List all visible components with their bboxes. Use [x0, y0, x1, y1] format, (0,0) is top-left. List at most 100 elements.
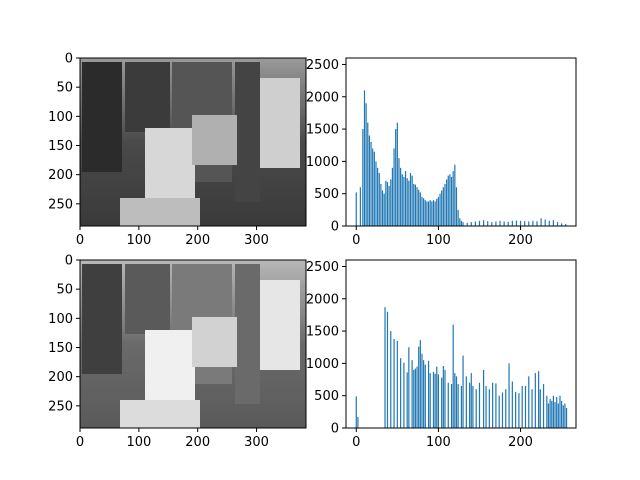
histogram-bar: [441, 190, 443, 226]
histogram-bar: [436, 366, 438, 428]
histogram-bar: [515, 220, 518, 226]
y-tick-label: 50: [56, 283, 73, 298]
y-tick-label: 1500: [306, 325, 339, 340]
histogram-bar: [395, 129, 397, 226]
y-tick-label: 150: [48, 341, 73, 356]
histogram-bar: [423, 360, 425, 428]
histogram-bar: [398, 158, 400, 226]
histogram-bar: [542, 384, 545, 428]
histogram-bar: [534, 373, 536, 428]
histogram-bar: [447, 175, 449, 226]
y-tick-label: 500: [314, 187, 339, 202]
histogram-bar: [414, 368, 417, 428]
histogram-bar: [466, 222, 468, 226]
x-tick-label: 0: [76, 435, 84, 450]
y-tick-label: 250: [48, 399, 73, 414]
histogram-bar: [508, 363, 510, 428]
x-tick-label: 300: [244, 233, 269, 248]
x-tick-label: 0: [76, 233, 84, 248]
histogram-bar: [444, 369, 446, 428]
histogram-bar: [503, 221, 505, 226]
histogram-bar: [365, 103, 367, 226]
histogram-bar: [565, 224, 567, 226]
histogram-bar: [441, 377, 443, 428]
y-tick-label: 150: [48, 139, 73, 154]
histogram-bar: [501, 392, 504, 428]
histogram-bar: [515, 391, 517, 428]
histogram-bar: [409, 173, 412, 226]
histogram-bar: [528, 221, 530, 226]
histogram-bar: [556, 222, 559, 226]
histogram-bar: [549, 398, 551, 428]
image-panel-equalized: 0 100 200 300 0 50 100 150 200 250: [48, 254, 307, 450]
histogram-bar: [419, 340, 421, 428]
histogram-bar: [552, 395, 555, 428]
histogram-bar: [507, 221, 509, 226]
histogram-bar: [499, 220, 501, 226]
histogram-bar: [482, 369, 485, 428]
histogram-bar: [561, 400, 563, 428]
x-tick-label: 100: [426, 435, 451, 450]
histogram-bar: [437, 374, 440, 428]
histogram-bar: [413, 184, 415, 226]
histogram-bar: [457, 384, 459, 428]
histogram-bar: [413, 369, 415, 428]
histogram-bar: [414, 184, 417, 226]
histogram-bar: [539, 389, 541, 428]
histogram-bar: [434, 201, 436, 226]
y-tick-label: 500: [314, 389, 339, 404]
histogram-bar: [385, 180, 387, 226]
x-tick-label: 300: [244, 435, 269, 450]
histogram-bar: [424, 364, 426, 428]
histogram-bar: [411, 175, 413, 226]
histogram-bar: [462, 222, 464, 226]
histogram-bar: [559, 395, 561, 428]
histogram-bar: [400, 167, 402, 226]
histogram-bar: [519, 220, 522, 226]
histogram-bar: [452, 171, 454, 226]
histogram-bar: [488, 389, 490, 428]
image-panel-original: 0 100 200 300 0 50 100 150 200 250: [48, 52, 307, 248]
histogram-bar: [449, 174, 451, 226]
photo-original: [82, 62, 300, 226]
histogram-bar: [436, 198, 438, 226]
histogram-bar: [455, 376, 458, 428]
histogram-bar: [474, 221, 476, 226]
histogram-bar: [452, 324, 454, 428]
histogram-bar: [531, 389, 533, 428]
histogram-bar: [427, 360, 430, 428]
histogram-bar: [401, 174, 403, 226]
histogram-bar: [419, 192, 421, 226]
histogram-bar: [511, 381, 513, 428]
histogram-bar: [393, 148, 395, 226]
histogram-bar: [372, 148, 374, 226]
x-tick-label: 200: [185, 435, 210, 450]
x-tick-label: 200: [508, 435, 533, 450]
histogram-bar: [442, 365, 444, 428]
y-tick-label: 0: [65, 52, 73, 67]
histogram-bar: [485, 386, 487, 428]
histogram-bar: [444, 184, 446, 226]
histogram-bar: [367, 122, 369, 226]
histogram-bar: [562, 405, 564, 428]
histogram-bar: [495, 221, 497, 226]
x-tick-label: 100: [426, 233, 451, 248]
histogram-bar: [462, 355, 464, 428]
histogram-bar: [383, 193, 385, 226]
histogram-bar: [373, 151, 375, 226]
histogram-bar: [429, 200, 431, 226]
histogram-bar: [495, 383, 497, 428]
histogram-bar: [450, 384, 453, 428]
x-tick-label: 200: [508, 233, 533, 248]
histogram-bar: [524, 386, 527, 428]
histogram-bar: [377, 167, 379, 226]
histogram-bar: [475, 389, 477, 428]
histogram-bar: [521, 386, 523, 428]
histogram-bar: [421, 353, 423, 428]
histogram-bar: [375, 161, 377, 226]
histogram-bar: [536, 221, 538, 226]
histogram-bar: [442, 187, 444, 226]
histogram-bar: [406, 372, 408, 428]
histogram-bar: [416, 187, 418, 226]
